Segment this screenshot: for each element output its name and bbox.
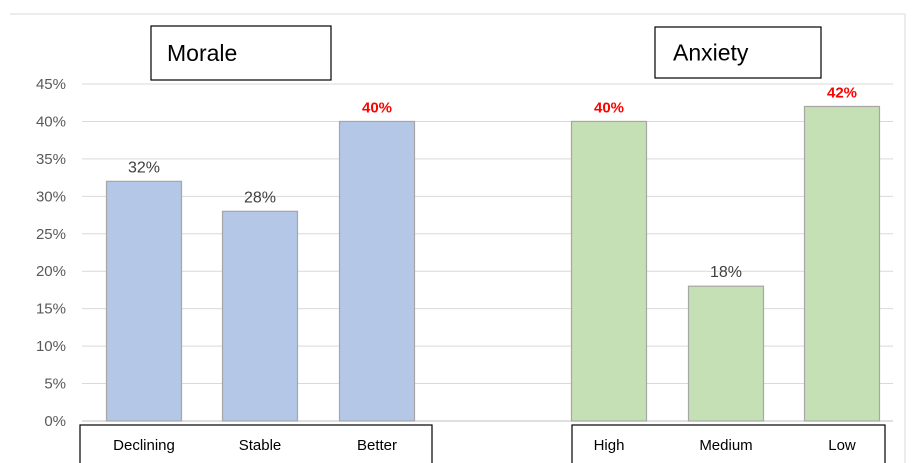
data-label: 32%	[128, 159, 160, 176]
y-tick-label: 15%	[36, 301, 66, 318]
plot-area: 0% 5% 10% 15% 20% 25% 30% 35% 40% 45% Morale 32% Dec…	[10, 13, 906, 463]
category-label: Declining	[113, 437, 175, 454]
bar	[570, 120, 648, 422]
group-title-box	[654, 26, 822, 79]
y-tick-label: 30%	[36, 188, 66, 205]
group-title-box	[150, 25, 332, 81]
category-label: Low	[828, 437, 856, 454]
bar	[221, 210, 299, 422]
bar	[687, 285, 765, 422]
group-title: Anxiety	[673, 40, 749, 66]
data-label: 18%	[710, 264, 742, 281]
y-tick-label: 35%	[36, 151, 66, 168]
bar	[803, 105, 881, 422]
y-tick-label: 10%	[36, 338, 66, 355]
y-tick-label: 40%	[36, 113, 66, 130]
category-label: High	[594, 437, 625, 454]
group-title: Morale	[167, 40, 237, 66]
category-label: Stable	[239, 437, 282, 454]
y-tick-label: 0%	[44, 413, 66, 430]
data-label: 40%	[594, 99, 624, 116]
data-label: 40%	[362, 99, 392, 116]
category-label: Medium	[699, 437, 752, 454]
data-label: 28%	[244, 189, 276, 206]
bar	[105, 180, 183, 422]
y-tick-label: 20%	[36, 263, 66, 280]
category-label: Better	[357, 437, 397, 454]
y-tick-label: 25%	[36, 226, 66, 243]
category-box	[79, 424, 433, 463]
bar	[338, 120, 416, 422]
y-tick-label: 5%	[44, 376, 66, 393]
category-box	[571, 424, 886, 463]
y-tick-label: 45%	[36, 76, 66, 93]
data-label: 42%	[827, 84, 857, 101]
